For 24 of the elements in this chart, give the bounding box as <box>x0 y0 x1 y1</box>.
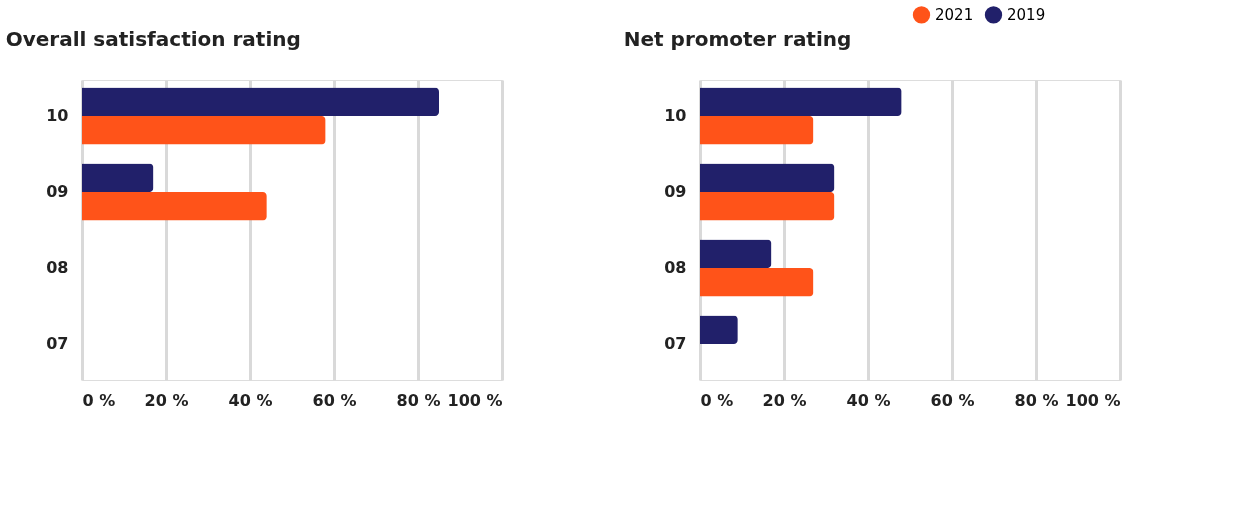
y-tick-label: 09 <box>664 182 687 202</box>
x-tick-label: 100 % <box>447 390 503 410</box>
legend-label: 2019 <box>1007 5 1046 24</box>
legend-label: 2021 <box>935 5 974 24</box>
y-tick-label: 07 <box>46 333 69 353</box>
y-tick-label: 07 <box>664 333 687 353</box>
y-tick-label: 08 <box>46 257 69 277</box>
x-tick-label: 40 % <box>846 390 891 410</box>
x-tick-label: 0 % <box>82 390 116 410</box>
x-tick-label: 0 % <box>700 390 734 410</box>
y-tick-label: 08 <box>664 257 687 277</box>
x-tick-label: 80 % <box>396 390 441 410</box>
y-tick-label: 10 <box>46 106 69 126</box>
chart-title: Overall satisfaction rating <box>5 27 301 51</box>
x-tick-label: 40 % <box>228 390 273 410</box>
chart-title: Net promoter rating <box>623 27 852 51</box>
y-tick-label: 09 <box>46 182 69 202</box>
x-tick-label: 60 % <box>312 390 357 410</box>
x-tick-label: 20 % <box>144 390 189 410</box>
y-tick-label: 10 <box>664 106 687 126</box>
x-tick-label: 60 % <box>930 390 975 410</box>
x-tick-label: 100 % <box>1065 390 1121 410</box>
x-tick-label: 20 % <box>762 390 807 410</box>
x-tick-label: 80 % <box>1014 390 1059 410</box>
